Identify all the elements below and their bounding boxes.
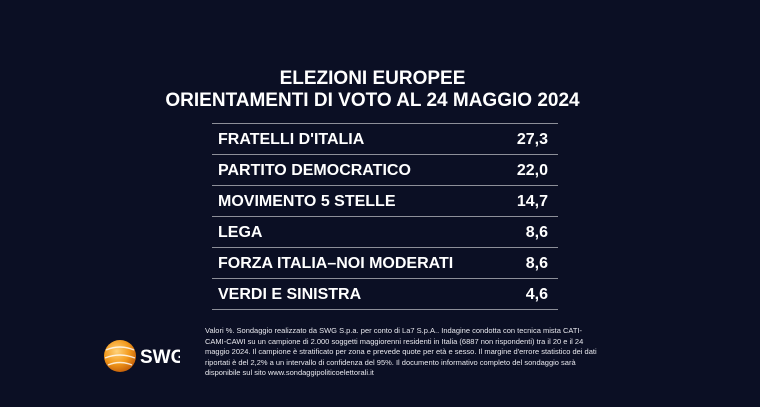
party-name: FRATELLI D'ITALIA	[218, 131, 365, 148]
party-name: VERDI E SINISTRA	[218, 286, 362, 303]
party-value: 8,6	[525, 224, 548, 241]
party-value: 8,6	[525, 255, 548, 272]
footnote-line: riportati è del 2,2% a un intervallo di …	[205, 357, 576, 367]
table-row: VERDI E SINISTRA 4,6	[212, 279, 558, 310]
footnote-line: disponibile sul sito www.sondaggipolitic…	[205, 368, 374, 378]
logo-text: SWG	[140, 347, 180, 368]
footnote-line: Valori %. Sondaggio realizzato da SWG S.…	[205, 326, 583, 335]
party-name: FORZA ITALIA–NOI MODERATI	[218, 255, 454, 272]
party-name: LEGA	[218, 224, 263, 241]
footnote-line: CAMI-CAWI su un campione di 2.000 sogget…	[205, 336, 584, 346]
table-row: FRATELLI D'ITALIA 27,3	[212, 123, 558, 155]
logo: SWG	[104, 340, 180, 372]
table-row: FORZA ITALIA–NOI MODERATI 8,6	[212, 248, 558, 279]
party-name: PARTITO DEMOCRATICO	[218, 162, 411, 179]
results-table: FRATELLI D'ITALIA 27,3 PARTITO DEMOCRATICO…	[212, 123, 558, 310]
title: ELEZIONI EUROPEE	[279, 68, 466, 89]
table-row: PARTITO DEMOCRATICO 22,0	[212, 155, 558, 186]
party-value: 27,3	[516, 131, 548, 148]
party-name: MOVIMENTO 5 STELLE	[218, 193, 396, 210]
party-value: 14,7	[516, 193, 548, 210]
subtitle: ORIENTAMENTI DI VOTO AL 24 MAGGIO 2024	[165, 90, 580, 111]
table-row: MOVIMENTO 5 STELLE 14,7	[212, 186, 558, 217]
logo-lines	[104, 346, 136, 366]
party-value: 4,6	[525, 286, 548, 303]
table-row: LEGA 8,6	[212, 217, 558, 248]
footnote-line: maggio 2024. Il campione è stratificato …	[205, 347, 597, 357]
footnote: Valori %. Sondaggio realizzato da SWG S.…	[205, 326, 597, 379]
party-value: 22,0	[516, 162, 548, 179]
